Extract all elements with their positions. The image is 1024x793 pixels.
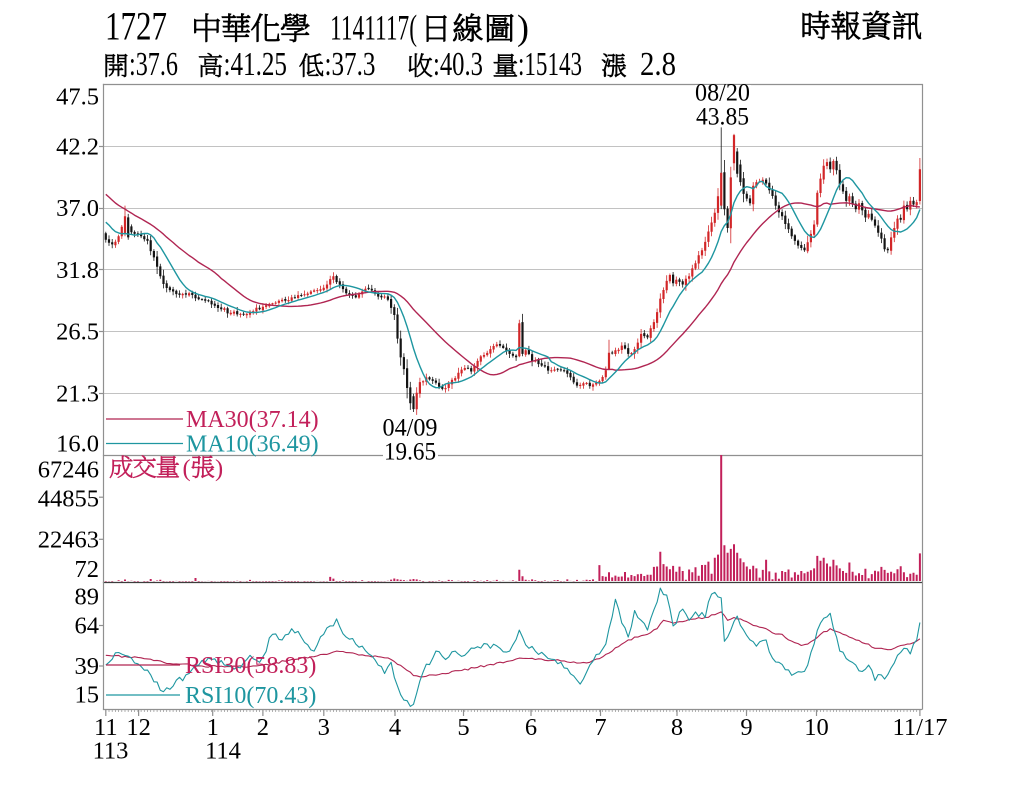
svg-text:31.8: 31.8	[56, 257, 99, 284]
svg-text:5: 5	[457, 714, 469, 741]
svg-text:RSI10(70.43): RSI10(70.43)	[185, 683, 316, 709]
svg-text:16.0: 16.0	[56, 431, 99, 458]
svg-text:12: 12	[126, 714, 151, 741]
svg-text:22463: 22463	[38, 527, 99, 554]
svg-text:21.3: 21.3	[56, 380, 99, 407]
svg-text:08/20: 08/20	[695, 80, 750, 107]
svg-text:64: 64	[75, 613, 100, 640]
svg-text:4: 4	[389, 714, 401, 741]
svg-text:04/09: 04/09	[383, 415, 438, 442]
svg-text:43.85: 43.85	[696, 104, 749, 131]
svg-text:19.65: 19.65	[384, 439, 436, 466]
svg-text:42.2: 42.2	[56, 133, 99, 160]
svg-text:72: 72	[75, 556, 100, 583]
svg-text:): )	[517, 8, 529, 48]
svg-text:37.0: 37.0	[56, 195, 99, 222]
svg-text:2: 2	[257, 714, 269, 741]
svg-text:8: 8	[671, 714, 683, 741]
svg-text::37.6: :37.6	[129, 46, 178, 83]
svg-text:67246: 67246	[38, 457, 99, 484]
svg-text:3: 3	[318, 714, 330, 741]
svg-text:MA10(36.49): MA10(36.49)	[186, 432, 319, 458]
svg-text:9: 9	[740, 714, 752, 741]
svg-text:11: 11	[94, 714, 118, 741]
svg-text:114: 114	[205, 738, 241, 765]
svg-text:15: 15	[75, 681, 100, 708]
svg-text:1727: 1727	[105, 4, 167, 49]
svg-text:2.8: 2.8	[640, 46, 676, 83]
svg-text:11/17: 11/17	[893, 714, 948, 741]
svg-text:113: 113	[93, 738, 129, 765]
svg-text:39: 39	[75, 653, 100, 680]
svg-text:7: 7	[594, 714, 606, 741]
svg-text:89: 89	[75, 583, 100, 610]
svg-text:26.5: 26.5	[56, 319, 99, 346]
svg-text::40.3: :40.3	[433, 46, 483, 83]
svg-text::41.25: :41.25	[224, 46, 288, 83]
svg-text:(: (	[183, 455, 191, 482]
svg-text:MA30(37.14): MA30(37.14)	[186, 407, 319, 433]
svg-text:44855: 44855	[38, 486, 99, 513]
svg-text:): )	[215, 455, 223, 482]
svg-text:1: 1	[207, 714, 219, 741]
svg-text:6: 6	[525, 714, 537, 741]
svg-text:10: 10	[804, 714, 829, 741]
svg-text::37.3: :37.3	[325, 46, 376, 83]
svg-text:1141117(: 1141117(	[330, 8, 417, 48]
svg-text::15143: :15143	[518, 46, 582, 83]
svg-text:47.5: 47.5	[56, 84, 99, 111]
svg-text:RSI30(58.83): RSI30(58.83)	[185, 653, 316, 679]
